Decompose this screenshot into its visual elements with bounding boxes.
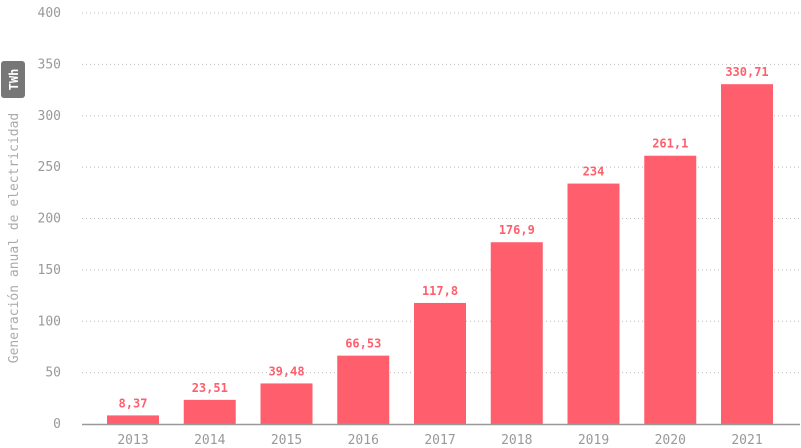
- x-tick-label: 2019: [578, 433, 609, 448]
- y-tick-label: 0: [53, 417, 61, 432]
- bar-2016: [337, 355, 390, 424]
- x-tick-label: 2015: [271, 433, 302, 448]
- bar-2019: [567, 183, 620, 424]
- x-tick-label: 2020: [655, 433, 686, 448]
- y-tick-label: 250: [38, 160, 61, 175]
- y-tick-label: 50: [45, 366, 61, 381]
- data-label: 176,9: [499, 223, 535, 237]
- bar-2014: [183, 399, 236, 424]
- data-label: 234: [583, 165, 605, 179]
- x-tick-label: 2021: [731, 433, 762, 448]
- y-tick-label: 150: [38, 263, 61, 278]
- x-tick-label: 2017: [424, 433, 455, 448]
- data-label: 8,37: [119, 396, 148, 410]
- y-axis-label: Generación anual de electricidad: [7, 113, 22, 363]
- unit-label: TWh: [7, 69, 21, 91]
- bar-2021: [721, 84, 773, 425]
- x-tick-label: 2014: [194, 433, 225, 448]
- data-label: 66,53: [345, 337, 381, 351]
- y-tick-label: 350: [38, 57, 61, 72]
- x-tick-label: 2018: [501, 433, 532, 448]
- y-tick-label: 400: [38, 6, 61, 21]
- y-tick-label: 200: [38, 212, 61, 227]
- data-label: 39,48: [268, 364, 304, 378]
- bar-2017: [414, 302, 466, 424]
- data-label: 261,1: [652, 137, 688, 151]
- unit-badge: [1, 61, 25, 98]
- bar-2015: [260, 383, 313, 424]
- x-tick-label: 2013: [117, 433, 148, 448]
- data-label: 330,71: [725, 65, 768, 79]
- y-tick-label: 300: [38, 109, 61, 124]
- bar-2013: [107, 415, 159, 424]
- bar-2018: [490, 242, 543, 424]
- y-tick-label: 100: [38, 314, 61, 329]
- data-label: 23,51: [192, 381, 228, 395]
- x-tick-label: 2016: [348, 433, 379, 448]
- bar-2020: [644, 155, 697, 424]
- data-label: 117,8: [422, 284, 458, 298]
